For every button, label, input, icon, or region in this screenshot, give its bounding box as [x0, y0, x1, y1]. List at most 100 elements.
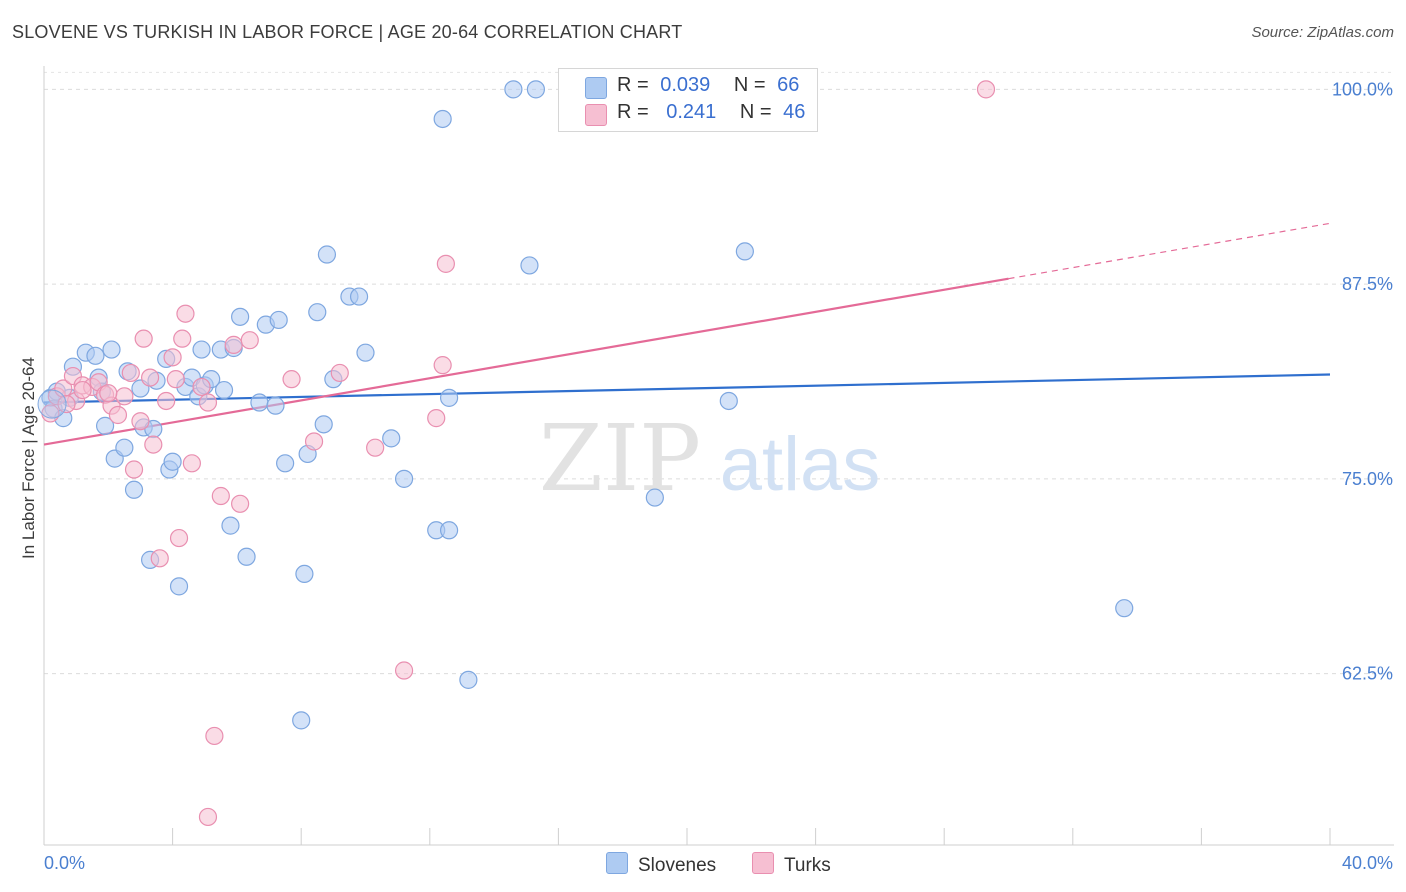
stats-legend: R = 0.039 N = 66 R = 0.241 N = 46	[558, 68, 818, 132]
data-point-turks	[99, 384, 118, 403]
data-point-turks	[192, 377, 211, 397]
data-point-slovenes	[439, 388, 459, 407]
legend-n-label: N =	[733, 74, 766, 96]
data-point-cluster	[37, 389, 67, 419]
x-tick-label: 40.0%	[1342, 853, 1393, 873]
data-point-turks	[108, 405, 128, 425]
data-point-slovenes	[356, 343, 375, 362]
data-point-turks	[433, 356, 452, 375]
data-point-slovenes	[169, 577, 189, 596]
data-point-slovenes	[520, 256, 539, 275]
legend-r-label: R =	[617, 101, 649, 123]
y-tick-label: 87.5%	[1342, 274, 1393, 294]
data-point-slovenes	[163, 452, 182, 471]
trend-line-slovenes	[43, 373, 1331, 404]
data-point-turks	[211, 486, 230, 506]
data-points	[37, 80, 1134, 827]
data-point-slovenes	[124, 480, 144, 499]
data-point-turks	[205, 726, 224, 746]
data-point-turks	[176, 304, 195, 323]
data-point-turks	[198, 807, 218, 827]
data-point-turks	[173, 329, 192, 348]
gridlines	[44, 71, 1394, 675]
watermark-zip: ZIP	[539, 405, 701, 512]
data-point-turks	[121, 363, 140, 383]
data-point-turks	[240, 331, 259, 350]
data-point-turks	[73, 380, 92, 400]
data-point-turks	[169, 528, 189, 548]
data-point-slovenes	[314, 415, 333, 434]
data-point-turks	[366, 438, 385, 457]
data-point-slovenes	[645, 488, 664, 507]
legend-n-value: 66	[777, 74, 800, 96]
bottom-legend-label: Turks	[784, 855, 831, 876]
chart-title: SLOVENE VS TURKISH IN LABOR FORCE | AGE …	[12, 22, 683, 42]
data-point-slovenes	[308, 303, 327, 322]
data-point-slovenes	[95, 416, 115, 435]
legend-swatch-blue	[585, 77, 607, 99]
data-point-slovenes	[115, 438, 134, 457]
data-point-slovenes	[231, 307, 250, 326]
data-point-slovenes	[349, 287, 369, 306]
data-point-slovenes	[237, 547, 256, 566]
data-point-slovenes	[192, 340, 211, 359]
data-point-turks	[131, 412, 150, 431]
data-point-slovenes	[266, 396, 285, 415]
watermark-atlas: atlas	[720, 422, 881, 507]
data-point-slovenes	[504, 80, 523, 99]
legend-r-value: 0.241	[666, 101, 717, 123]
x-tick-label: 0.0%	[44, 853, 85, 873]
data-point-slovenes	[86, 346, 105, 365]
bottom-legend-turks: Turks	[752, 852, 831, 877]
data-point-slovenes	[276, 454, 295, 473]
y-tick-label: 100.0%	[1332, 79, 1393, 99]
data-point-slovenes	[526, 80, 545, 99]
data-point-slovenes	[214, 380, 234, 400]
bottom-legend-swatch-pink	[752, 852, 774, 874]
chart-source: Source: ZipAtlas.com	[1251, 24, 1394, 41]
legend-row-turks: R = 0.241 N = 46	[585, 101, 806, 127]
data-point-slovenes	[719, 391, 738, 411]
data-point-turks	[224, 335, 243, 354]
data-point-slovenes	[735, 242, 754, 261]
data-point-slovenes	[394, 469, 414, 488]
data-point-slovenes	[439, 521, 459, 540]
data-point-slovenes	[292, 711, 311, 730]
data-point-slovenes	[459, 670, 478, 689]
data-point-turks	[157, 391, 176, 411]
data-point-turks	[304, 432, 324, 451]
tick-labels: 100.0% 87.5% 75.0% 62.5% 0.0% 40.0%	[44, 79, 1393, 873]
y-axis-label: In Labor Force | Age 20-64	[19, 357, 38, 559]
data-point-turks	[124, 460, 144, 479]
y-tick-label: 75.0%	[1342, 469, 1393, 489]
bottom-legend-swatch-blue	[606, 852, 628, 874]
data-point-turks	[231, 494, 250, 513]
data-point-turks	[427, 409, 446, 428]
data-point-slovenes	[382, 429, 401, 448]
trend-line-extension-turks	[1008, 222, 1331, 280]
data-point-turks	[182, 454, 201, 473]
data-point-turks	[166, 370, 185, 389]
data-point-slovenes	[102, 340, 121, 359]
data-point-slovenes	[221, 516, 240, 535]
legend-r-value: 0.039	[660, 74, 711, 96]
data-point-slovenes	[250, 393, 269, 412]
data-point-slovenes	[433, 109, 452, 129]
trend-line-turks	[43, 277, 1009, 446]
data-point-slovenes	[269, 310, 288, 330]
data-point-turks	[976, 80, 996, 99]
bottom-legend-label: Slovenes	[638, 855, 717, 876]
data-point-turks	[140, 368, 160, 387]
data-point-turks	[330, 363, 349, 383]
axes	[43, 66, 1394, 846]
legend-n-value: 46	[783, 101, 806, 123]
legend-swatch-pink	[585, 104, 607, 126]
y-tick-label: 62.5%	[1342, 664, 1393, 684]
legend-row-slovenes: R = 0.039 N = 66	[585, 74, 800, 100]
data-point-turks	[282, 370, 301, 389]
data-point-turks	[115, 387, 134, 406]
data-point-turks	[144, 435, 163, 454]
data-point-slovenes	[1115, 599, 1134, 618]
data-point-turks	[163, 348, 182, 367]
